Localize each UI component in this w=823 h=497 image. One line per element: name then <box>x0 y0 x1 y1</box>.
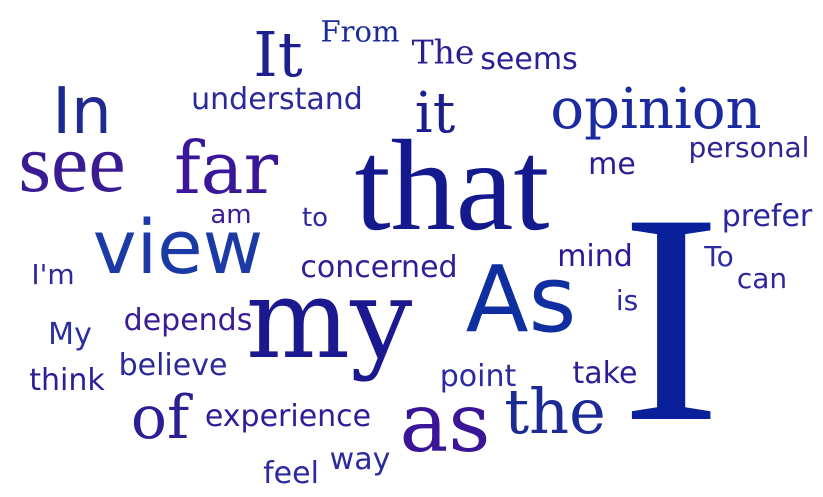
word-My: My <box>48 317 92 352</box>
word-see: see <box>18 117 126 210</box>
word-Im: I'm <box>31 258 75 291</box>
word-feel: feel <box>263 456 319 491</box>
word-As: As <box>465 246 577 353</box>
word-point: point <box>439 359 517 394</box>
word-to: to <box>301 203 329 233</box>
word-the: the <box>504 375 606 448</box>
word-seems: seems <box>480 42 578 77</box>
word-take: take <box>572 356 638 391</box>
word-I: I <box>621 152 721 484</box>
word-It-capital: It <box>253 18 303 91</box>
word-mind: mind <box>557 239 633 274</box>
word-view: view <box>92 205 264 291</box>
word-opinion: opinion <box>550 77 762 142</box>
word-far: far <box>174 126 278 210</box>
word-that: that <box>354 114 550 258</box>
word-To: To <box>704 240 734 273</box>
word-think: think <box>29 363 105 398</box>
word-From: From <box>320 14 400 49</box>
word-depends: depends <box>123 303 253 338</box>
word-me: me <box>588 147 636 182</box>
word-as: as <box>399 376 491 471</box>
word-of: of <box>130 383 190 453</box>
word-personal: personal <box>688 131 810 164</box>
word-believe: believe <box>118 348 228 383</box>
word-can: can <box>736 262 788 295</box>
word-understand: understand <box>191 82 363 117</box>
word-In: In <box>52 75 112 149</box>
word-The: The <box>411 32 475 72</box>
word-prefer: prefer <box>721 199 813 234</box>
word-is: is <box>615 284 639 317</box>
word-experience: experience <box>204 399 372 434</box>
word-way: way <box>329 442 391 477</box>
word-my: my <box>245 255 413 383</box>
word-it: it <box>414 81 456 146</box>
word-am: am <box>210 200 252 230</box>
word-concerned: concerned <box>300 250 458 285</box>
